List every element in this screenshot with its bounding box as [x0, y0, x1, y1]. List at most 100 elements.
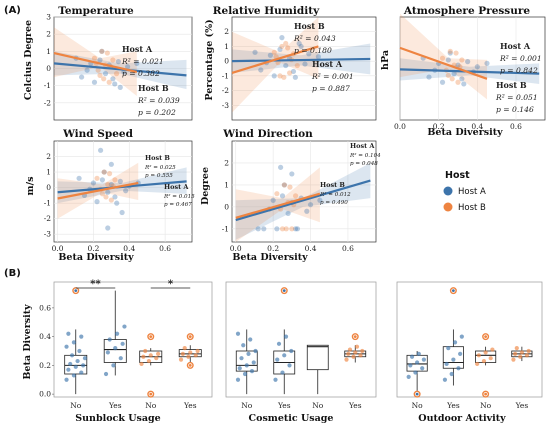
- data-point-host-b: [294, 62, 300, 69]
- data-point-host-a: [84, 67, 90, 73]
- box-iqr: [235, 350, 258, 372]
- data-point-host-a: [447, 50, 453, 56]
- annotation-host-b: Host B R² = 0.039 p = 0.202: [137, 83, 180, 117]
- annotation-host-a-r2: R² = 0.021: [121, 57, 164, 66]
- data-point-host-a: [113, 346, 118, 351]
- data-point-host-b: [287, 184, 293, 190]
- data-point-host-a: [90, 180, 97, 186]
- data-point-host-b: [283, 226, 289, 232]
- y-tick-label: 2: [224, 158, 229, 167]
- data-point-host-a: [277, 46, 283, 52]
- data-point-host-b: [346, 351, 351, 356]
- data-point-host-b: [279, 226, 286, 232]
- data-point-host-b: [274, 191, 280, 197]
- data-point-host-a: [409, 354, 415, 359]
- y-tick-label: -3: [44, 230, 52, 239]
- data-point-host-a: [102, 71, 109, 77]
- y-tick-label: 1: [46, 168, 51, 177]
- data-point-host-b: [91, 55, 98, 61]
- data-point-host-a: [248, 337, 253, 342]
- y-tick-label: 0.4: [39, 332, 51, 341]
- data-point-host-b: [99, 48, 105, 54]
- chart-title: Wind Direction: [222, 128, 313, 140]
- x-tick-label: Yes: [348, 401, 362, 410]
- annotation-host-b-name: Host B: [145, 154, 170, 162]
- data-point-host-b: [283, 40, 289, 47]
- annotation-host-a-p: p = 0.048: [350, 161, 378, 167]
- data-point-host-b: [156, 351, 161, 356]
- data-point-host-b: [277, 73, 283, 79]
- y-axis-label: hPa: [380, 50, 391, 70]
- data-point-host-a: [115, 59, 121, 65]
- data-point-host-a: [69, 353, 75, 358]
- y-tick-label: -3: [222, 101, 230, 110]
- annotation-host-a: Host A R² = 0.021 p = 0.382: [121, 44, 164, 78]
- annotation-host-a-name: Host A: [164, 183, 189, 191]
- y-axis-label: Percentage (%): [204, 19, 215, 100]
- regression-line-host-a: [231, 57, 371, 63]
- legend: Host Host A Host B: [443, 170, 486, 213]
- data-point-host-a: [271, 73, 277, 79]
- data-point-host-a: [64, 344, 69, 349]
- legend-swatch-host-b: [443, 202, 453, 212]
- data-point-host-a: [120, 341, 125, 346]
- data-point-host-a: [79, 334, 84, 339]
- data-point-host-a: [408, 363, 413, 368]
- data-point-host-b: [459, 57, 465, 63]
- legend-label-host-b: Host B: [458, 203, 486, 213]
- data-point-host-b: [289, 226, 295, 232]
- y-tick-label: 1: [224, 42, 229, 51]
- regression-line-host-b: [57, 181, 139, 200]
- legend-label-host-a: Host A: [458, 187, 486, 197]
- data-point-host-a: [289, 348, 294, 354]
- y-axis-label: Beta Diversity: [22, 304, 33, 380]
- data-point-host-a: [117, 84, 123, 90]
- data-point-host-b: [445, 72, 451, 78]
- data-point-host-a: [276, 341, 282, 346]
- data-point-host-a: [122, 324, 127, 329]
- data-point-host-b: [95, 67, 101, 73]
- data-point-host-a: [274, 226, 280, 232]
- regression-line-host-a: [235, 179, 371, 222]
- significance-label: *: [168, 279, 174, 290]
- data-point-host-b: [447, 48, 453, 54]
- outlier-core: [282, 289, 286, 293]
- annotation-host-a: Host A R² = 0.104 p = 0.048: [349, 142, 381, 167]
- annotation-host-b-r2: R² = 0.051: [495, 93, 538, 102]
- data-point-host-a: [258, 67, 264, 73]
- data-point-host-a: [249, 369, 255, 374]
- plot-area: -1 0 1 2 0.0 0.2 0.4 0.6: [222, 140, 377, 253]
- chart-title: Relative Humidity: [213, 5, 320, 17]
- annotation-host-a-r2: R² = 0.001: [311, 72, 354, 81]
- data-point-host-a: [103, 371, 109, 377]
- data-point-host-b: [99, 191, 105, 197]
- annotation-host-b-p: p = 0.180: [294, 46, 332, 55]
- regression-line-host-b: [231, 45, 319, 74]
- x-tick-label: 0.2: [267, 244, 279, 253]
- data-point-host-a: [306, 51, 312, 57]
- data-point-host-a: [292, 74, 298, 80]
- annotation-host-a-name: Host A: [122, 44, 153, 54]
- data-point-host-a: [451, 357, 456, 362]
- data-point-host-b: [110, 57, 116, 63]
- data-point-host-a: [123, 188, 129, 194]
- plot-area: No Yes No Yes: [396, 281, 543, 410]
- chart-pressure: Atmosphere Pressure hPa Beta Diversity 0…: [380, 5, 546, 138]
- x-tick-label: 0.2: [87, 244, 99, 253]
- data-point-host-a: [270, 197, 276, 203]
- chart-outdoor: Outdoor Activity No Yes No Yes: [396, 281, 543, 424]
- plot-area: No Yes No Yes: [225, 281, 377, 410]
- outlier-core: [484, 392, 488, 396]
- y-tick-label: 0: [46, 64, 51, 73]
- data-point-host-a: [252, 49, 258, 55]
- data-point-host-b: [292, 193, 299, 199]
- annotation-host-a-p: p = 0.842: [500, 66, 538, 75]
- data-point-host-b: [347, 347, 353, 352]
- outlier-core: [451, 289, 455, 293]
- data-point-host-b: [344, 357, 349, 362]
- data-point-host-b: [94, 175, 100, 181]
- data-point-host-b: [358, 353, 363, 358]
- data-point-host-a: [105, 189, 111, 195]
- x-tick-label: 0.2: [433, 122, 445, 131]
- annotation-host-a-p: p = 0.382: [122, 69, 160, 78]
